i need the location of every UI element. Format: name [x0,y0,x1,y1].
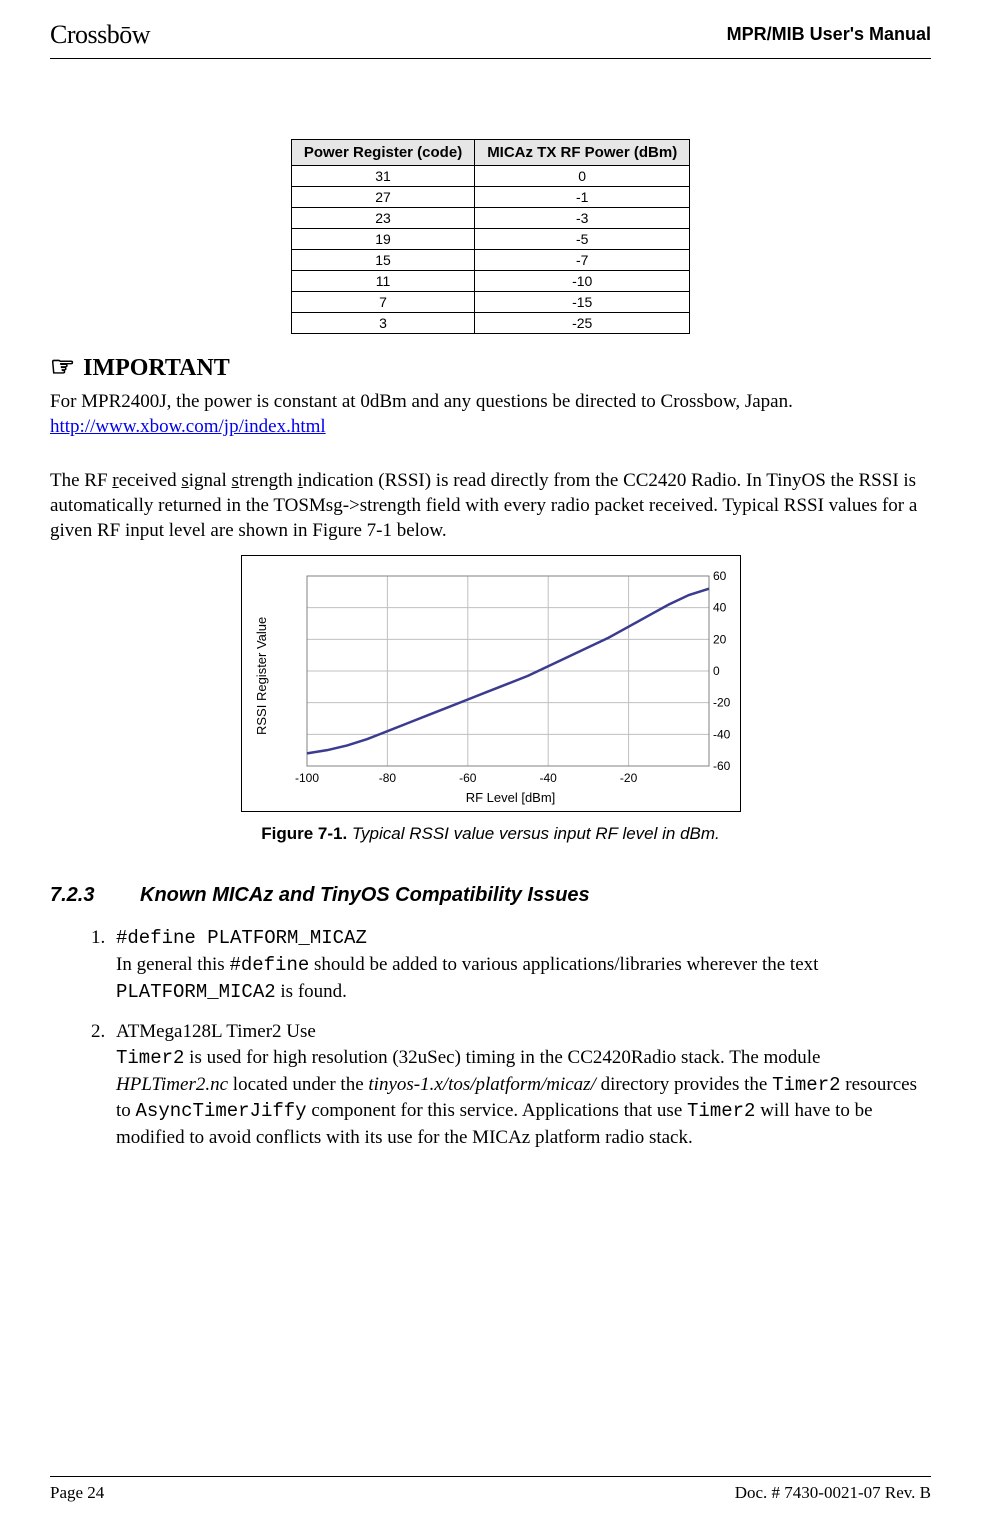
table-cell: 23 [291,208,474,229]
table-cell: 31 [291,166,474,187]
table-row: 15-7 [291,250,689,271]
code-inline: Timer2 [772,1074,840,1096]
svg-text:-100: -100 [294,771,318,785]
crossbow-japan-link[interactable]: http://www.xbow.com/jp/index.html [50,416,326,437]
table-row: 3-25 [291,313,689,334]
svg-text:20: 20 [713,633,727,647]
important-heading: ☞ IMPORTANT [50,354,931,382]
table-cell: -25 [475,313,690,334]
table-row: 7-15 [291,292,689,313]
table-cell: 19 [291,229,474,250]
svg-text:40: 40 [713,601,727,615]
list-item: #define PLATFORM_MICAZ In general this #… [110,925,931,1005]
important-paragraph: For MPR2400J, the power is constant at 0… [50,390,931,439]
page-header: Crossbōw MPR/MIB User's Manual [50,20,931,59]
important-label: IMPORTANT [83,355,230,382]
svg-text:0: 0 [713,664,720,678]
table-cell: -5 [475,229,690,250]
section-heading: 7.2.3Known MICAz and TinyOS Compatibilit… [50,884,931,907]
table-row: 27-1 [291,187,689,208]
chart-y-axis-label: RSSI Register Value [252,566,269,786]
table-cell: -1 [475,187,690,208]
table-cell: 3 [291,313,474,334]
table-row: 11-10 [291,271,689,292]
code-inline: Timer2 [687,1100,755,1122]
table-row: 310 [291,166,689,187]
list-text: is used for high resolution (32uSec) tim… [184,1047,820,1068]
svg-text:-80: -80 [378,771,396,785]
page-footer: Page 24 Doc. # 7430-0021-07 Rev. B [50,1476,931,1503]
table-cell: -7 [475,250,690,271]
pointing-hand-icon: ☞ [50,354,75,382]
chart-x-axis-label: RF Level [dBm] [292,790,730,805]
list-text: should be added to various applications/… [309,954,818,975]
svg-text:-40: -40 [539,771,557,785]
table-cell: -15 [475,292,690,313]
svg-text:-60: -60 [713,759,730,773]
logo: Crossbōw [50,20,150,50]
power-register-table: Power Register (code) MICAz TX RF Power … [291,139,690,334]
svg-text:-20: -20 [713,696,730,710]
italic-text: HPLTimer2.nc [116,1074,228,1095]
issues-list: #define PLATFORM_MICAZ In general this #… [80,925,931,1150]
chart-plot-area: -60 -40 -20 0 20 40 60 -100 -80 -60 -40 -20 [269,566,730,786]
table-col-header: Power Register (code) [291,140,474,166]
svg-text:-40: -40 [713,728,730,742]
table-cell: 0 [475,166,690,187]
svg-text:-60: -60 [459,771,477,785]
table-cell: 27 [291,187,474,208]
list-text: directory provides the [596,1074,772,1095]
list-text: component for this service. Applications… [307,1100,687,1121]
svg-text:60: 60 [713,569,727,583]
figure-caption: Figure 7-1. Typical RSSI value versus in… [50,824,931,844]
code-inline: Timer2 [116,1047,184,1069]
table-header-row: Power Register (code) MICAz TX RF Power … [291,140,689,166]
code-inline: PLATFORM_MICA2 [116,981,276,1003]
table-cell: 7 [291,292,474,313]
list-text: is found. [276,981,347,1002]
table-cell: 15 [291,250,474,271]
figure-number: Figure 7-1. [261,824,347,843]
important-text: For MPR2400J, the power is constant at 0… [50,391,793,412]
italic-text: tinyos-1.x/tos/platform/micaz/ [368,1074,595,1095]
table-row: 19-5 [291,229,689,250]
code-inline: AsyncTimerJiffy [136,1100,307,1122]
list-title: ATMega128L Timer2 Use [116,1021,316,1042]
table-cell: -3 [475,208,690,229]
document-title: MPR/MIB User's Manual [727,24,931,45]
svg-text:-20: -20 [619,771,637,785]
rssi-paragraph: The RF received signal strength indicati… [50,469,931,543]
doc-number: Doc. # 7430-0021-07 Rev. B [735,1483,931,1503]
figure-caption-text: Typical RSSI value versus input RF level… [347,824,720,843]
list-text: In general this [116,954,229,975]
section-title: Known MICAz and TinyOS Compatibility Iss… [140,884,590,906]
list-text: located under the [228,1074,368,1095]
code-inline: #define [229,954,309,976]
list-item: ATMega128L Timer2 Use Timer2 is used for… [110,1019,931,1150]
table-cell: 11 [291,271,474,292]
page-number: Page 24 [50,1483,104,1503]
section-number: 7.2.3 [50,884,140,907]
table-cell: -10 [475,271,690,292]
table-col-header: MICAz TX RF Power (dBm) [475,140,690,166]
rssi-chart: RSSI Register Value -60 -40 -20 0 20 40 60 -100… [241,555,741,812]
code-define: #define PLATFORM_MICAZ [116,927,367,949]
table-row: 23-3 [291,208,689,229]
